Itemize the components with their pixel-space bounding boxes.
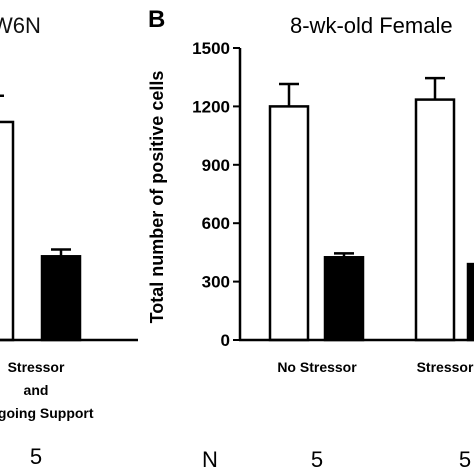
panel-b-y-tick-label: 300 <box>202 273 230 292</box>
panel-b-category-stressor: Stressor <box>417 359 474 375</box>
panel-b: B 8-wk-old Female Total number of positi… <box>147 6 474 472</box>
panel-b-n-label: N <box>202 447 218 472</box>
panel-a-error-bars <box>0 94 71 257</box>
panel-a-category-line-1: Stressor <box>8 359 65 375</box>
panel-b-error-bars <box>279 76 445 258</box>
panel-b-bar-s0-c1 <box>414 98 456 342</box>
panel-b-bar-s0-c0 <box>268 105 310 342</box>
panel-b-category-no-stressor: No Stressor <box>277 359 357 375</box>
panel-b-y-ticks: 0 300 600 900 1200 1500 <box>192 39 240 350</box>
panel-b-bar-s1-c0 <box>323 256 365 342</box>
panel-b-title: 8-wk-old Female <box>290 13 453 38</box>
panel-a-n-value: 5 <box>30 444 42 469</box>
panel-b-y-tick-label: 600 <box>202 214 230 233</box>
panel-b-bar-s1-c1 <box>466 262 474 342</box>
panel-b-y-tick-label: 0 <box>221 331 230 350</box>
panel-b-n-value-2: 5 <box>459 447 471 472</box>
panel-a-category-line-2: and <box>24 382 49 398</box>
panel-a-bar-s1-c0 <box>40 255 82 342</box>
panel-a-title: W6N <box>0 13 41 38</box>
panel-a-category-line-3: Ongoing Support <box>0 405 94 421</box>
panel-b-y-tick-label: 1200 <box>192 97 230 116</box>
panel-b-label: B <box>148 6 165 33</box>
panel-a-bar-s0-c0 <box>0 120 15 342</box>
panel-a-bars <box>0 120 82 342</box>
panel-b-y-tick-label: 900 <box>202 156 230 175</box>
panel-b-n-value-1: 5 <box>311 447 323 472</box>
panel-b-bars <box>268 98 474 342</box>
panel-a: W6N Stressor and Ongoing Support 5 <box>0 13 138 469</box>
panel-b-y-axis-label: Total number of positive cells <box>147 71 167 324</box>
panel-b-y-tick-label: 1500 <box>192 39 230 58</box>
